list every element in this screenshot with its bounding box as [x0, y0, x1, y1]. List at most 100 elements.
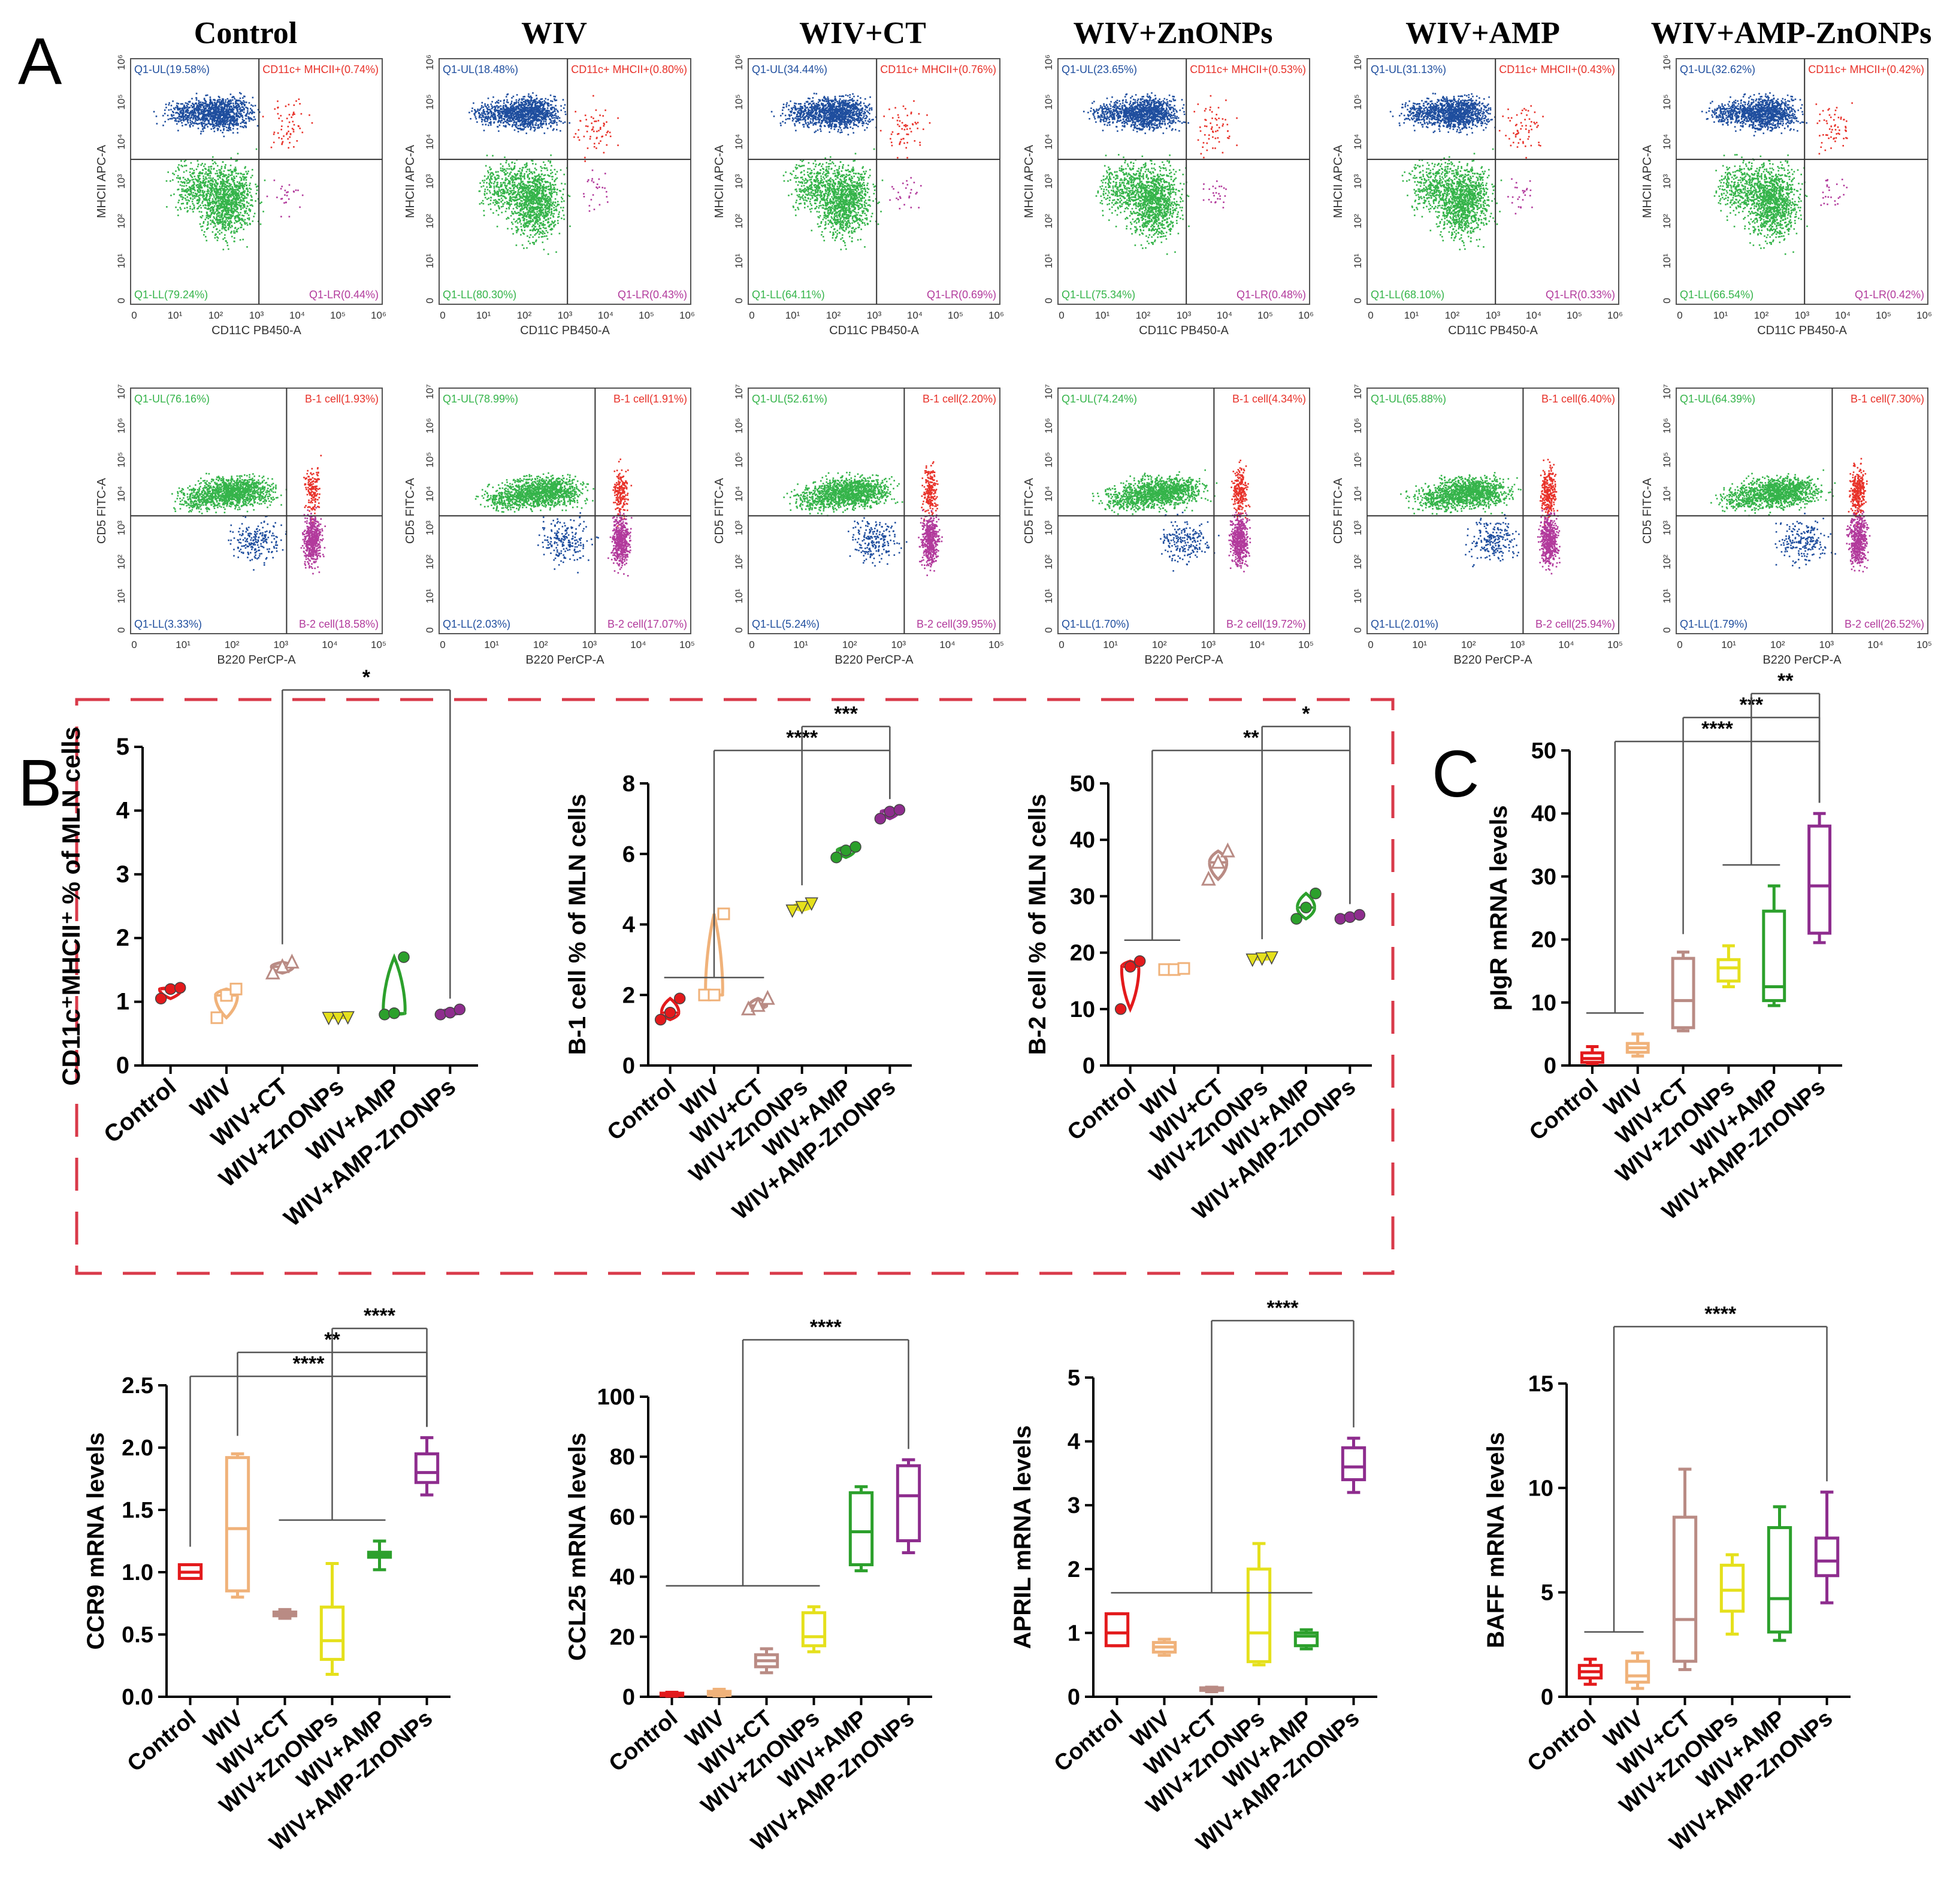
quadrant-label-ll: Q1-LL(2.01%) [1371, 618, 1438, 630]
flow-x-tick: 10² [1461, 639, 1476, 650]
quadrant-label-ur: CD11c+ MHCII+(0.76%) [880, 63, 996, 75]
flow-y-tick: 10⁴ [1352, 134, 1364, 150]
quadrant-label-ul: Q1-UL(23.65%) [1062, 63, 1137, 75]
y-tick-label: 5 [1541, 1581, 1553, 1606]
flow-y-tick: 0 [733, 627, 745, 632]
flow-y-tick: 0 [1352, 298, 1364, 303]
flow-y-tick: 10¹ [424, 589, 436, 604]
flow-y-tick: 10⁶ [1043, 418, 1054, 434]
significance-label: * [1302, 703, 1310, 725]
data-point [379, 1009, 390, 1020]
flow-x-tick: 10¹ [476, 310, 491, 321]
flow-y-tick: 10² [1661, 214, 1673, 229]
flow-y-tick: 10⁴ [733, 134, 745, 150]
flow-x-tick: 10¹ [484, 639, 499, 650]
quadrant-label-ul: Q1-UL(76.16%) [134, 393, 210, 405]
header-wiv-amp-znonps: WIV+AMP-ZnONPs [1651, 16, 1932, 50]
y-tick-label: 0.0 [122, 1685, 153, 1710]
quadrant-label-lr: B-2 cell(18.58%) [299, 618, 379, 630]
y-tick-label: 5 [116, 734, 129, 760]
quadrant-label-ll: Q1-LL(66.54%) [1680, 289, 1754, 301]
flow-x-tick: 10³ [274, 639, 289, 650]
flow-x-tick: 10⁵ [1607, 639, 1623, 650]
flow-x-tick: 10⁶ [1607, 310, 1623, 321]
flow-x-tick: 10⁴ [939, 639, 955, 650]
data-point [850, 841, 861, 852]
quadrant-label-lr: Q1-LR(0.44%) [309, 289, 379, 301]
significance-label: **** [1701, 718, 1734, 740]
flow-x-tick: 0 [1059, 639, 1064, 650]
significance-label: **** [1267, 1297, 1299, 1319]
data-point [665, 1007, 676, 1018]
quadrant-label-lr: B-2 cell(26.52%) [1845, 618, 1924, 630]
data-point [435, 1009, 446, 1020]
data-point [165, 983, 176, 994]
flow-y-tick: 10⁵ [1661, 94, 1673, 110]
data-point [655, 1014, 666, 1025]
y-tick-label: 1.0 [122, 1560, 153, 1585]
y-tick-label: 40 [610, 1565, 635, 1590]
y-tick-label: 50 [1070, 771, 1095, 797]
flow-plot: Q1-UL(65.88%) B-1 cell(6.40%)Q1-LL(2.01%)… [1332, 384, 1623, 667]
data-point [156, 993, 167, 1004]
significance-label: ** [1777, 670, 1794, 692]
flow-y-tick: 10⁴ [116, 486, 127, 501]
flow-y-tick: 0 [1352, 627, 1364, 632]
y-axis-label: pIgR mRNA levels [1486, 805, 1512, 1010]
quadrant-label-ul: Q1-UL(32.62%) [1680, 63, 1755, 75]
box [803, 1613, 824, 1646]
flow-y-tick: 10⁷ [424, 384, 436, 399]
quadrant-label-ul: Q1-UL(19.58%) [134, 63, 210, 75]
flow-x-tick: 10² [533, 639, 548, 650]
flow-x-label: B220 PerCP-A [835, 653, 914, 667]
flow-x-label: CD11C PB450-A [1139, 324, 1229, 337]
flow-y-tick: 10⁵ [733, 452, 745, 468]
flow-y-label: CD5 FITC-A [404, 477, 417, 544]
flow-y-tick: 0 [733, 298, 745, 303]
data-point [1178, 963, 1189, 974]
flow-x-tick: 10⁴ [1249, 639, 1265, 650]
quadrant-label-ul: Q1-UL(74.24%) [1062, 393, 1137, 405]
flow-x-tick: 10⁴ [1217, 310, 1232, 321]
header-wiv-ct: WIV+CT [799, 16, 926, 50]
flow-x-tick: 10⁵ [639, 310, 654, 321]
quadrant-label-ur: B-1 cell(4.34%) [1232, 393, 1306, 405]
box [1674, 1517, 1695, 1661]
flow-y-tick: 10³ [424, 174, 436, 189]
data-point [1291, 913, 1302, 924]
flow-x-tick: 10¹ [793, 639, 808, 650]
quadrant-label-ur: B-1 cell(2.20%) [923, 393, 996, 405]
significance-label: * [362, 666, 371, 689]
flow-x-label: CD11C PB450-A [829, 324, 919, 337]
box [1673, 958, 1694, 1028]
y-tick-label: 3 [116, 861, 129, 888]
flow-y-tick: 10⁶ [1352, 418, 1364, 434]
flow-plot-frame [1676, 59, 1928, 304]
y-tick-label: 8 [622, 771, 635, 797]
flow-y-tick: 10⁴ [424, 134, 436, 150]
box [1768, 1528, 1790, 1632]
flow-x-tick: 10³ [1177, 310, 1192, 321]
flow-x-tick: 10³ [1819, 639, 1834, 650]
flow-y-tick: 10⁷ [1043, 384, 1054, 399]
flow-x-tick: 10² [842, 639, 857, 650]
box [1106, 1614, 1127, 1645]
flow-y-tick: 10⁶ [424, 55, 436, 70]
y-tick-label: 30 [1531, 864, 1556, 889]
flow-plot-frame [131, 388, 382, 634]
flow-x-tick: 10⁴ [907, 310, 923, 321]
flow-x-tick: 0 [1677, 639, 1682, 650]
flow-x-tick: 10² [225, 639, 240, 650]
flow-x-tick: 10⁵ [1567, 310, 1582, 321]
flow-y-tick: 10² [733, 214, 745, 229]
quadrant-label-ul: Q1-UL(52.61%) [752, 393, 827, 405]
box [1809, 826, 1830, 933]
flow-y-label: MHCII APC-A [1332, 144, 1345, 218]
flow-x-tick: 0 [1368, 639, 1373, 650]
flow-y-tick: 10⁵ [1352, 452, 1364, 468]
y-tick-label: 1.5 [122, 1498, 153, 1523]
y-axis-label: APRIL mRNA levels [1009, 1425, 1036, 1649]
flow-x-label: B220 PerCP-A [1453, 653, 1532, 667]
data-point [709, 989, 719, 1000]
flow-x-tick: 0 [1059, 310, 1064, 321]
